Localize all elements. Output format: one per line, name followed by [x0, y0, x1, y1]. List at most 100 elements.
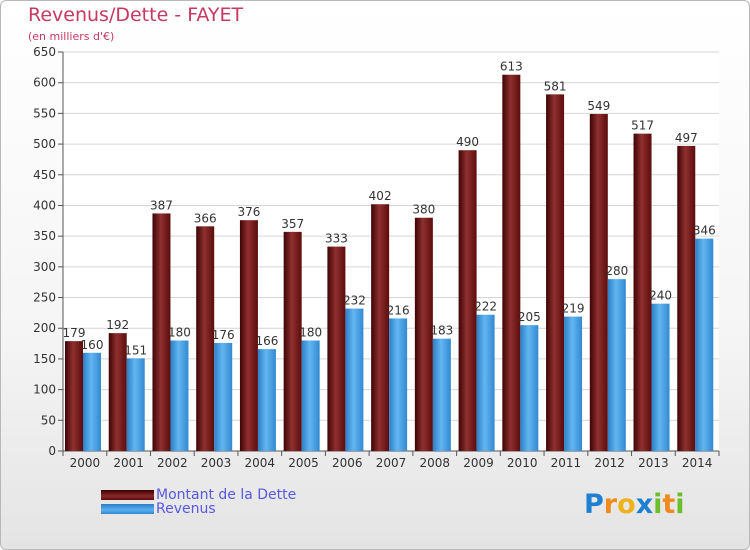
logo-letter: x [635, 489, 654, 520]
bar-revenue [301, 340, 320, 451]
data-label-revenue: 160 [81, 338, 104, 352]
bar-revenue [564, 316, 583, 451]
y-tick-label: 650 [33, 45, 56, 59]
y-tick-label: 150 [33, 352, 56, 366]
data-label-debt: 581 [544, 79, 567, 93]
y-tick-label: 450 [33, 168, 56, 182]
y-tick-label: 400 [33, 198, 56, 212]
bar-revenue [126, 358, 145, 451]
data-label-debt: 387 [150, 198, 173, 212]
bar-debt [633, 133, 652, 451]
data-label-debt: 380 [412, 203, 435, 217]
bar-revenue [170, 340, 189, 451]
x-tick-label: 2002 [157, 456, 188, 470]
data-label-debt: 517 [631, 119, 654, 133]
data-label-debt: 179 [63, 326, 86, 340]
legend-swatch-revenue [101, 504, 154, 514]
logo-letter: i [675, 489, 685, 520]
bar-revenue [214, 342, 233, 451]
bar-debt [546, 94, 565, 452]
bar-debt [327, 246, 346, 451]
x-tick-label: 2010 [507, 456, 538, 470]
bar-debt [108, 333, 127, 451]
legend-item-debt: Montant de la Dette [101, 487, 297, 503]
bar-debt [196, 226, 215, 451]
x-tick-label: 2013 [638, 456, 669, 470]
chart-title: Revenus/Dette - FAYET [28, 4, 244, 26]
logo-letter: P [584, 489, 604, 520]
legend-swatch-debt [101, 490, 154, 500]
y-tick-label: 600 [33, 76, 56, 90]
bar-revenue [607, 279, 626, 451]
data-label-revenue: 232 [343, 294, 366, 308]
y-tick-label: 300 [33, 260, 56, 274]
bar-debt [677, 145, 696, 451]
data-label-revenue: 346 [693, 224, 716, 238]
bar-revenue [651, 303, 670, 451]
x-tick-label: 2007 [376, 456, 407, 470]
x-tick-label: 2006 [332, 456, 363, 470]
bar-revenue [257, 349, 276, 451]
x-tick-label: 2008 [419, 456, 450, 470]
x-tick-label: 2001 [113, 456, 144, 470]
data-label-revenue: 180 [299, 326, 322, 340]
data-label-debt: 490 [456, 135, 479, 149]
bar-debt [414, 217, 433, 451]
data-label-debt: 376 [237, 205, 260, 219]
data-label-revenue: 166 [255, 334, 278, 348]
x-tick-label: 2009 [463, 456, 494, 470]
bar-debt [371, 204, 390, 451]
data-label-revenue: 240 [649, 289, 672, 303]
data-label-debt: 613 [500, 60, 523, 74]
legend-label-revenue: Revenus [156, 501, 216, 517]
bar-revenue [476, 314, 495, 451]
bar-debt [502, 74, 521, 451]
x-tick-label: 2011 [551, 456, 582, 470]
bar-revenue [520, 325, 539, 451]
bar-revenue [695, 238, 714, 451]
logo-letter: t [662, 489, 676, 520]
data-label-debt: 497 [675, 131, 698, 145]
x-tick-label: 2005 [288, 456, 319, 470]
data-label-revenue: 176 [212, 328, 235, 342]
data-label-debt: 549 [587, 99, 610, 113]
data-label-debt: 192 [106, 318, 129, 332]
y-tick-label: 350 [33, 229, 56, 243]
y-tick-label: 50 [41, 413, 56, 427]
data-label-debt: 366 [194, 211, 217, 225]
bar-debt [152, 213, 171, 451]
bar-debt [283, 231, 302, 451]
data-label-revenue: 151 [124, 343, 147, 357]
bar-debt [65, 341, 83, 451]
bar-revenue [432, 338, 451, 451]
y-tick-label: 500 [33, 137, 56, 151]
proxiti-logo: Proxiti [584, 489, 685, 520]
bar-revenue [345, 308, 364, 451]
data-label-revenue: 180 [168, 326, 191, 340]
bar-debt [239, 220, 258, 451]
data-label-debt: 357 [281, 217, 304, 231]
logo-letter: o [617, 489, 636, 520]
legend-item-revenue: Revenus [101, 501, 216, 517]
y-tick-label: 0 [48, 444, 56, 458]
logo-letter: r [603, 489, 618, 520]
data-label-revenue: 222 [474, 300, 497, 314]
bar-debt [458, 150, 477, 451]
y-tick-label: 250 [33, 291, 56, 305]
bar-debt [589, 113, 608, 451]
x-tick-label: 2012 [594, 456, 625, 470]
bar-revenue [83, 352, 101, 451]
legend-label-debt: Montant de la Dette [156, 487, 297, 503]
data-label-revenue: 205 [518, 310, 541, 324]
bar-revenue [389, 318, 408, 451]
data-label-debt: 333 [325, 232, 348, 246]
y-tick-label: 100 [33, 383, 56, 397]
x-tick-label: 2003 [201, 456, 232, 470]
data-label-debt: 402 [369, 189, 392, 203]
data-label-revenue: 280 [605, 264, 628, 278]
y-tick-label: 200 [33, 321, 56, 335]
data-label-revenue: 219 [562, 302, 585, 316]
x-tick-label: 2014 [682, 456, 713, 470]
